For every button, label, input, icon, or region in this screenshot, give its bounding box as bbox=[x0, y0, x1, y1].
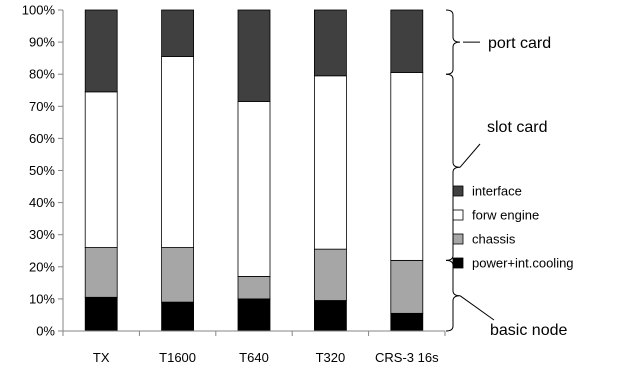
y-tick-label: 10% bbox=[29, 291, 55, 306]
y-axis: 0% 10% 20% 30% 40% 50% 60% 70% 80% 90% 100% bbox=[22, 3, 64, 339]
annotation-connector bbox=[459, 295, 495, 321]
bar-segment-interface bbox=[237, 9, 271, 102]
bar-segment-forw-engine bbox=[390, 72, 424, 261]
y-tick-label: 30% bbox=[29, 227, 55, 242]
legend-swatch bbox=[452, 209, 464, 221]
bar-segment-interface bbox=[161, 9, 195, 57]
x-tick-label: T320 bbox=[316, 350, 346, 365]
annotation-connector bbox=[459, 143, 481, 168]
y-tick-label: 70% bbox=[29, 99, 55, 114]
bar-segment-power-int-cooling bbox=[84, 296, 118, 332]
legend-swatch bbox=[452, 233, 464, 245]
bar-segment-forw-engine bbox=[313, 75, 347, 250]
annotation-label: basic node bbox=[490, 322, 567, 339]
x-tick-label: T1600 bbox=[159, 350, 196, 365]
x-tick-label: T640 bbox=[239, 350, 269, 365]
y-tick-label: 90% bbox=[29, 35, 55, 50]
bar-segment-forw-engine bbox=[237, 101, 271, 277]
annotation-brace bbox=[445, 9, 461, 75]
legend-label: chassis bbox=[472, 232, 516, 247]
annotation-label: slot card bbox=[487, 119, 547, 136]
y-tick-label: 60% bbox=[29, 131, 55, 146]
y-tick-label: 50% bbox=[29, 163, 55, 178]
y-tick-label: 100% bbox=[22, 3, 56, 18]
y-tick-label: 80% bbox=[29, 67, 55, 82]
legend-label: power+int.cooling bbox=[472, 256, 574, 271]
y-tick-label: 40% bbox=[29, 195, 55, 210]
legend: interface forw engine chassis power+int.coo… bbox=[452, 184, 574, 271]
bar-segment-chassis bbox=[313, 248, 347, 301]
bar-segment-interface bbox=[84, 9, 118, 93]
y-tick-label: 0% bbox=[36, 324, 55, 339]
bar-segment-power-int-cooling bbox=[390, 312, 424, 332]
bar-segment-interface bbox=[390, 9, 424, 73]
bar-segment-forw-engine bbox=[161, 56, 195, 248]
legend-swatch bbox=[452, 185, 464, 197]
annotation-label: port card bbox=[488, 35, 551, 52]
legend-label: forw engine bbox=[472, 208, 539, 223]
x-tick-label: CRS-3 16s bbox=[375, 350, 439, 365]
bar-segment-chassis bbox=[237, 276, 271, 300]
legend-label: interface bbox=[472, 184, 522, 199]
legend-swatch bbox=[452, 257, 464, 269]
annotations: port card slot card basic node bbox=[445, 9, 567, 339]
bars bbox=[84, 9, 424, 332]
annotation-brace bbox=[445, 259, 461, 332]
bar-segment-chassis bbox=[161, 247, 195, 303]
annotation-brace bbox=[445, 73, 461, 261]
bar-segment-chassis bbox=[390, 259, 424, 314]
bar-segment-forw-engine bbox=[84, 91, 118, 248]
bar-segment-power-int-cooling bbox=[237, 298, 271, 332]
bar-segment-interface bbox=[313, 9, 347, 77]
x-tick-label: TX bbox=[93, 350, 110, 365]
y-tick-label: 20% bbox=[29, 259, 55, 274]
bar-segment-chassis bbox=[84, 247, 118, 298]
bar-segment-power-int-cooling bbox=[161, 301, 195, 332]
x-axis: TX T1600 T640 T320 CRS-3 16s bbox=[62, 330, 446, 365]
bar-segment-power-int-cooling bbox=[313, 300, 347, 332]
